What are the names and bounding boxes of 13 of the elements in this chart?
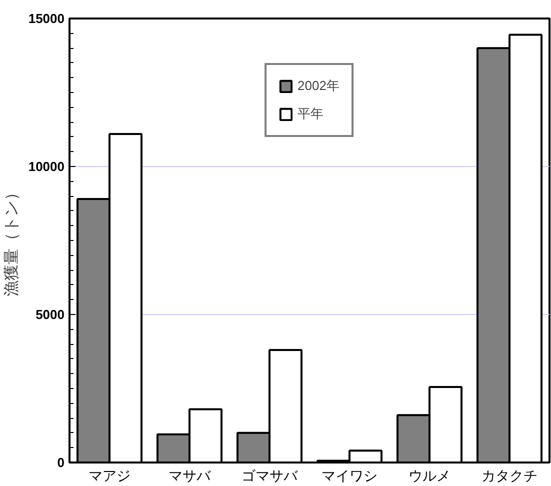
x-tick-label: マイワシ: [322, 468, 378, 484]
legend-label: 2002年: [298, 77, 340, 95]
y-tick-label: 15000: [28, 11, 65, 26]
x-tick-label: ゴマサバ: [242, 468, 298, 484]
y-tick-label: 5000: [36, 307, 64, 322]
x-tick-label: マアジ: [88, 468, 130, 484]
y-tick-label: 0: [57, 455, 65, 470]
legend-label: 平年: [298, 105, 324, 123]
x-tick-label: カタクチ: [482, 468, 538, 484]
x-tick-label: ウルメ: [408, 468, 450, 484]
x-tick-label: マサバ: [168, 468, 212, 484]
y-axis-title: 漁獲量（トン）: [3, 184, 20, 296]
y-tick-label: 10000: [28, 159, 65, 174]
